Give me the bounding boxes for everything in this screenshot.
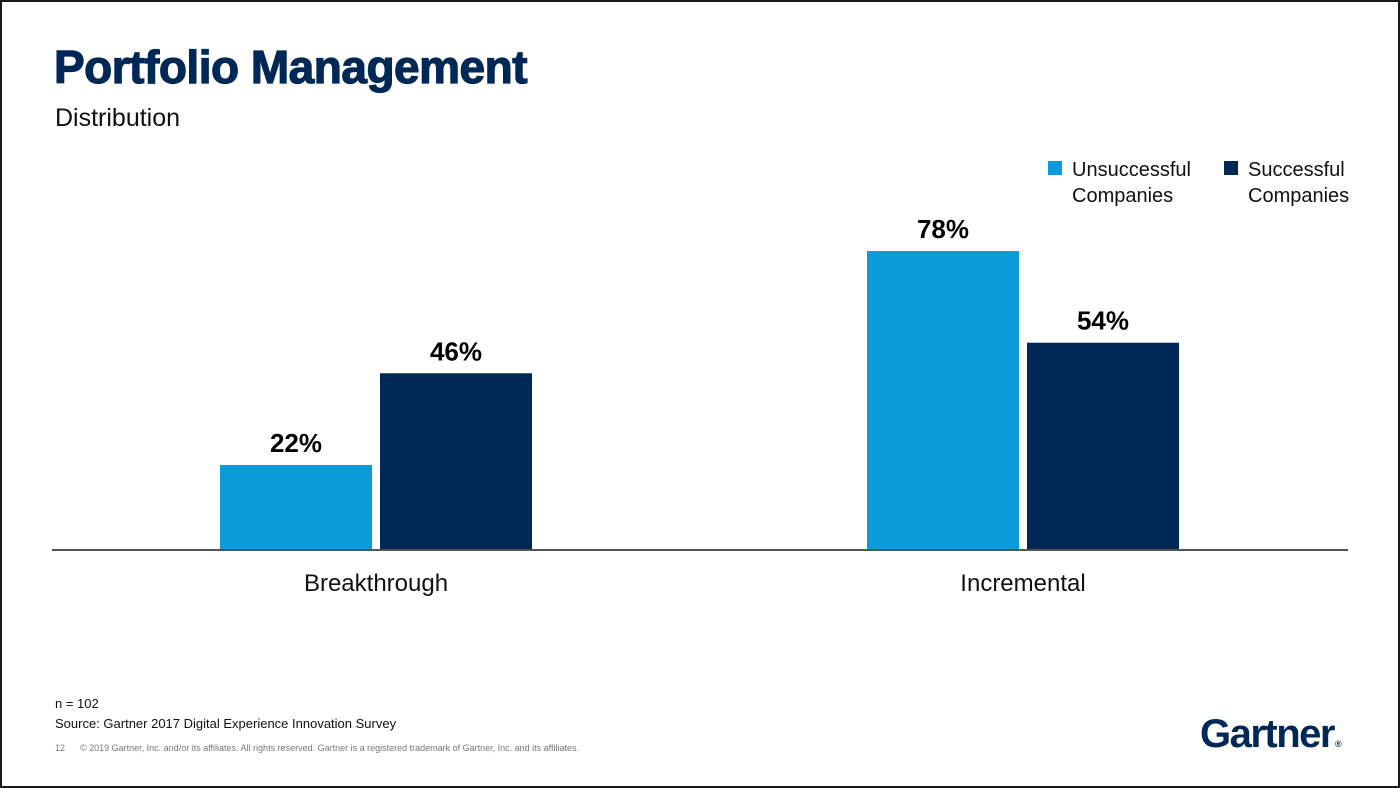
bar-breakthrough-successful (380, 373, 532, 549)
page-number: 12 (55, 743, 66, 753)
category-label-breakthrough: Breakthrough (304, 570, 448, 597)
bar-incremental-successful (1027, 342, 1179, 549)
logo-text: Gartner (1200, 712, 1336, 756)
bar-chart: 22% 46% Breakthrough 78% 54% Incremental (52, 214, 1348, 597)
data-label-incremental-successful: 54% (1077, 306, 1129, 336)
source-note: Source: Gartner 2017 Digital Experience … (55, 716, 397, 731)
legend-label-successful: Successful Companies (1248, 159, 1350, 207)
copyright-notice: © 2019 Gartner, Inc. and/or its affiliat… (80, 743, 580, 753)
data-label-breakthrough-unsuccessful: 22% (270, 428, 322, 458)
data-label-breakthrough-successful: 46% (430, 336, 482, 366)
legend-item-unsuccessful: Unsuccessful Companies (1048, 157, 1196, 209)
legend-item-successful: Successful Companies (1224, 157, 1372, 209)
legend-swatch-unsuccessful (1048, 161, 1062, 175)
legend-swatch-successful (1224, 161, 1238, 175)
chart-legend: Unsuccessful Companies Successful Compan… (1048, 157, 1372, 209)
gartner-logo: Gartner® (1200, 712, 1342, 757)
bar-incremental-unsuccessful (867, 251, 1019, 550)
bar-breakthrough-unsuccessful (220, 464, 372, 549)
logo-registered-mark: ® (1335, 739, 1342, 749)
data-label-incremental-unsuccessful: 78% (917, 214, 969, 244)
category-label-incremental: Incremental (960, 570, 1085, 597)
page-title: Portfolio Management (53, 40, 528, 93)
legend-label-unsuccessful: Unsuccessful Companies (1072, 159, 1191, 207)
page-subtitle: Distribution (55, 104, 181, 132)
sample-size-note: n = 102 (55, 696, 99, 711)
